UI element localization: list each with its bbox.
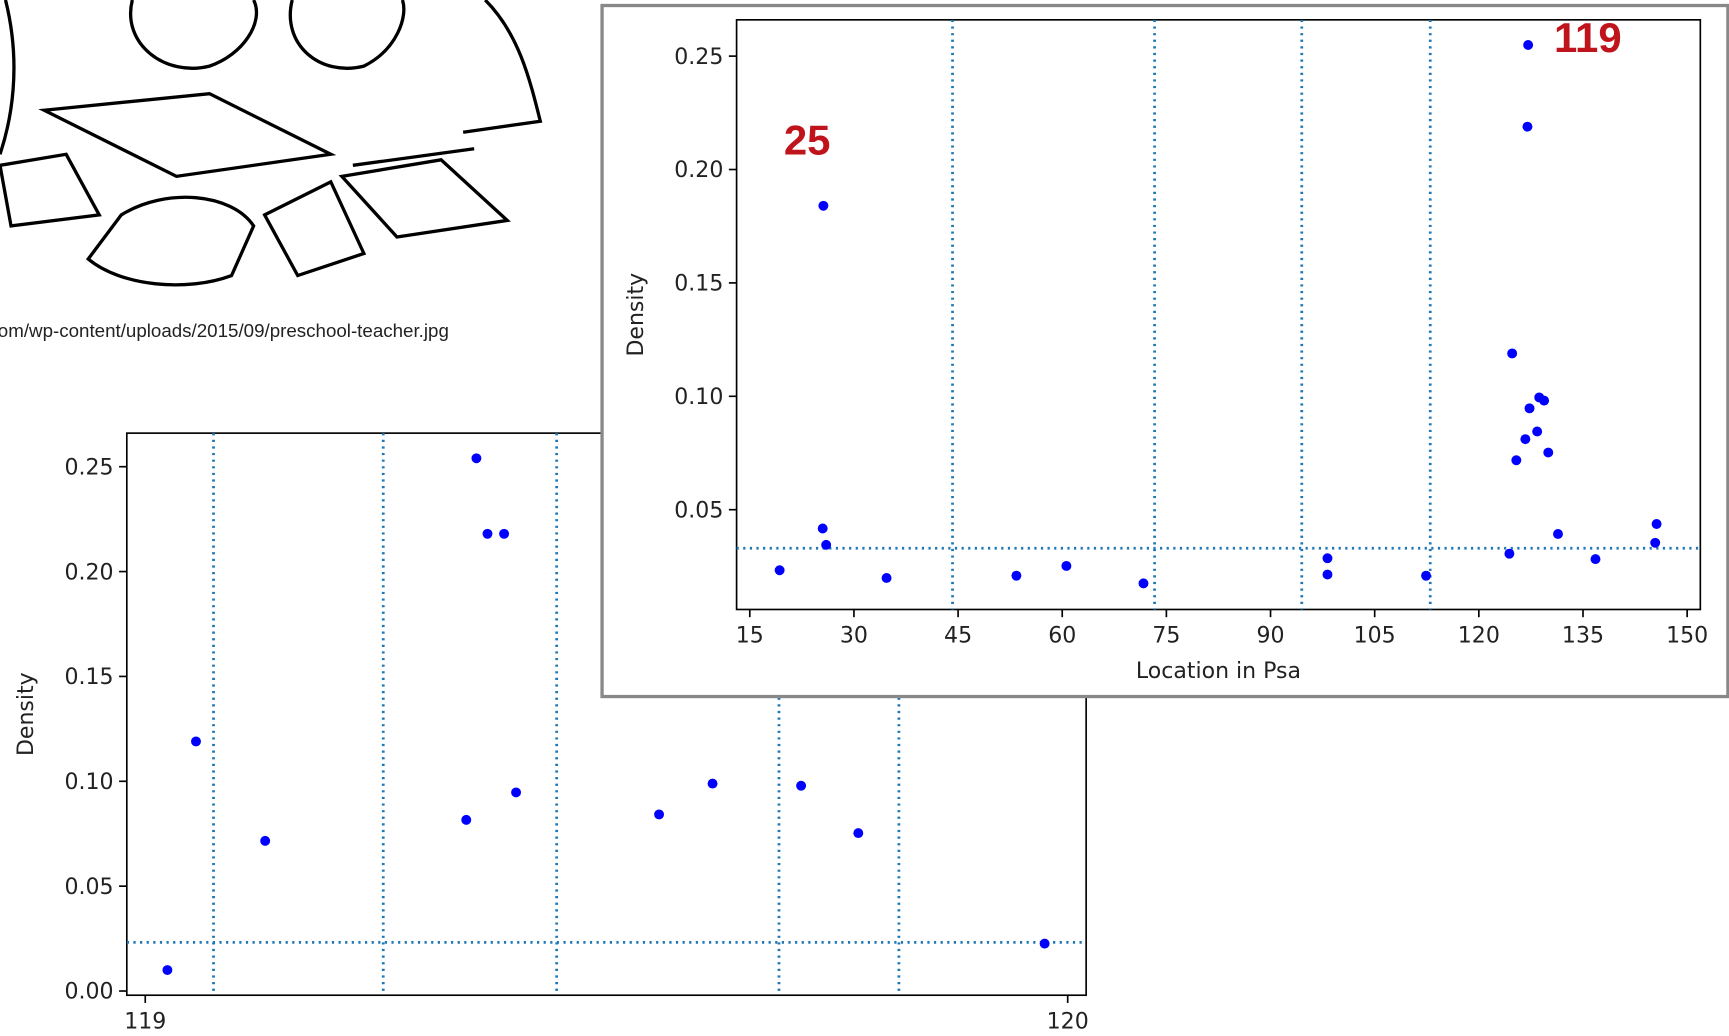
data-point <box>821 539 832 550</box>
x-tick-label: 119 <box>124 1009 166 1034</box>
data-point <box>1523 40 1534 50</box>
data-point <box>1520 434 1531 445</box>
data-point <box>707 778 718 789</box>
data-point <box>499 528 510 539</box>
data-point <box>1553 528 1563 539</box>
data-point <box>817 523 828 534</box>
data-point <box>1590 554 1601 565</box>
x-tick-label: 135 <box>1562 624 1604 649</box>
x-tick-label: 150 <box>1666 624 1708 649</box>
y-tick-label: 0.25 <box>65 455 114 480</box>
y-tick-label: 0.05 <box>65 875 114 900</box>
data-point <box>881 572 892 583</box>
data-point <box>1421 570 1432 581</box>
y-tick-label: 0.00 <box>65 980 114 1005</box>
data-point <box>1322 569 1333 580</box>
data-point <box>818 200 829 211</box>
data-point <box>774 565 785 576</box>
data-point <box>1524 403 1535 414</box>
data-point <box>1543 447 1554 458</box>
plot-area <box>735 19 1702 611</box>
data-point <box>482 528 493 539</box>
x-tick-label: 45 <box>944 624 972 649</box>
data-point <box>1138 578 1149 589</box>
data-point <box>1532 426 1543 437</box>
data-point <box>471 453 482 464</box>
chart-front: 0.05 0.10 0.15 0.20 0.25 15 30 45 60 75 90 105 120 13… <box>624 14 1708 684</box>
x-tick-label: 105 <box>1354 624 1396 649</box>
x-tick-label: 30 <box>840 624 868 649</box>
data-point <box>260 835 271 846</box>
data-point <box>1011 570 1022 581</box>
data-point <box>1061 560 1072 571</box>
y-axis-label: Density <box>624 273 649 357</box>
x-tick-label: 60 <box>1048 624 1076 649</box>
y-tick-label: 0.20 <box>65 560 114 585</box>
data-point <box>796 780 807 791</box>
x-axis-label: Location in Psa <box>1136 659 1301 684</box>
data-point <box>1651 519 1662 529</box>
y-tick-label: 0.10 <box>674 385 723 410</box>
x-tick-label: 15 <box>736 624 764 649</box>
data-point <box>1039 938 1050 949</box>
data-point <box>162 965 173 976</box>
y-tick-label: 0.05 <box>674 498 723 523</box>
x-tick-label: 120 <box>1458 624 1500 649</box>
data-point <box>1322 553 1333 564</box>
data-point <box>654 809 665 820</box>
illustration <box>0 0 543 287</box>
y-axis-label: Density <box>14 672 39 756</box>
x-tick-label: 75 <box>1152 624 1180 649</box>
data-point <box>1539 395 1550 406</box>
annotation: 119 <box>1554 14 1622 61</box>
image-url: om/wp-content/uploads/2015/09/preschool-… <box>0 320 449 341</box>
data-point <box>853 828 864 839</box>
data-point <box>1504 548 1515 559</box>
y-tick-label: 0.10 <box>65 770 114 795</box>
y-tick-label: 0.15 <box>674 272 723 297</box>
data-point <box>1507 348 1518 359</box>
annotation: 25 <box>784 116 831 163</box>
y-tick-label: 0.20 <box>674 158 723 183</box>
data-point <box>1522 121 1533 132</box>
data-point <box>1650 537 1661 548</box>
x-tick-label: 90 <box>1257 624 1285 649</box>
data-point <box>191 736 201 747</box>
data-point <box>511 787 522 798</box>
data-point <box>461 814 472 825</box>
x-tick-label: 120 <box>1047 1009 1089 1034</box>
data-point <box>1511 455 1522 466</box>
y-tick-label: 0.25 <box>674 45 723 70</box>
y-tick-label: 0.15 <box>65 665 114 690</box>
